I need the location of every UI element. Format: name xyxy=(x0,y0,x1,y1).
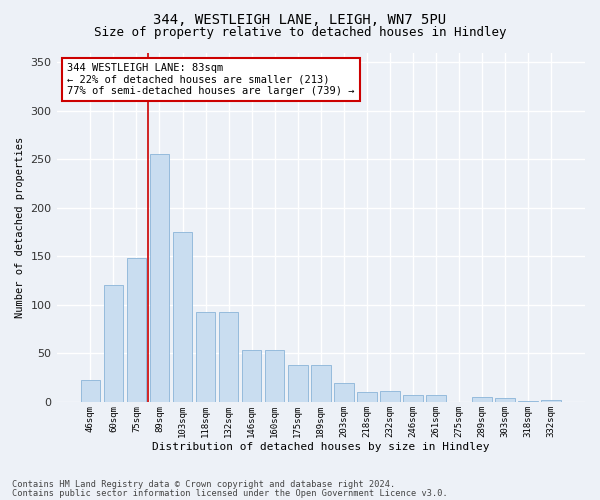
Y-axis label: Number of detached properties: Number of detached properties xyxy=(15,136,25,318)
Bar xyxy=(173,232,193,402)
Bar xyxy=(334,382,353,402)
Text: Contains public sector information licensed under the Open Government Licence v3: Contains public sector information licen… xyxy=(12,488,448,498)
Bar xyxy=(518,401,538,402)
Text: 344, WESTLEIGH LANE, LEIGH, WN7 5PU: 344, WESTLEIGH LANE, LEIGH, WN7 5PU xyxy=(154,12,446,26)
Text: Size of property relative to detached houses in Hindley: Size of property relative to detached ho… xyxy=(94,26,506,39)
Bar xyxy=(288,365,308,402)
Bar xyxy=(196,312,215,402)
Bar xyxy=(265,350,284,402)
Bar xyxy=(127,258,146,402)
Bar xyxy=(80,380,100,402)
X-axis label: Distribution of detached houses by size in Hindley: Distribution of detached houses by size … xyxy=(152,442,490,452)
Bar xyxy=(496,398,515,402)
Bar xyxy=(426,395,446,402)
Bar xyxy=(149,154,169,402)
Bar xyxy=(380,391,400,402)
Bar xyxy=(357,392,377,402)
Text: 344 WESTLEIGH LANE: 83sqm
← 22% of detached houses are smaller (213)
77% of semi: 344 WESTLEIGH LANE: 83sqm ← 22% of detac… xyxy=(67,63,355,96)
Bar xyxy=(219,312,238,402)
Bar xyxy=(104,286,123,402)
Bar xyxy=(311,365,331,402)
Bar xyxy=(242,350,262,402)
Text: Contains HM Land Registry data © Crown copyright and database right 2024.: Contains HM Land Registry data © Crown c… xyxy=(12,480,395,489)
Bar xyxy=(541,400,561,402)
Bar xyxy=(472,397,492,402)
Bar xyxy=(403,395,423,402)
